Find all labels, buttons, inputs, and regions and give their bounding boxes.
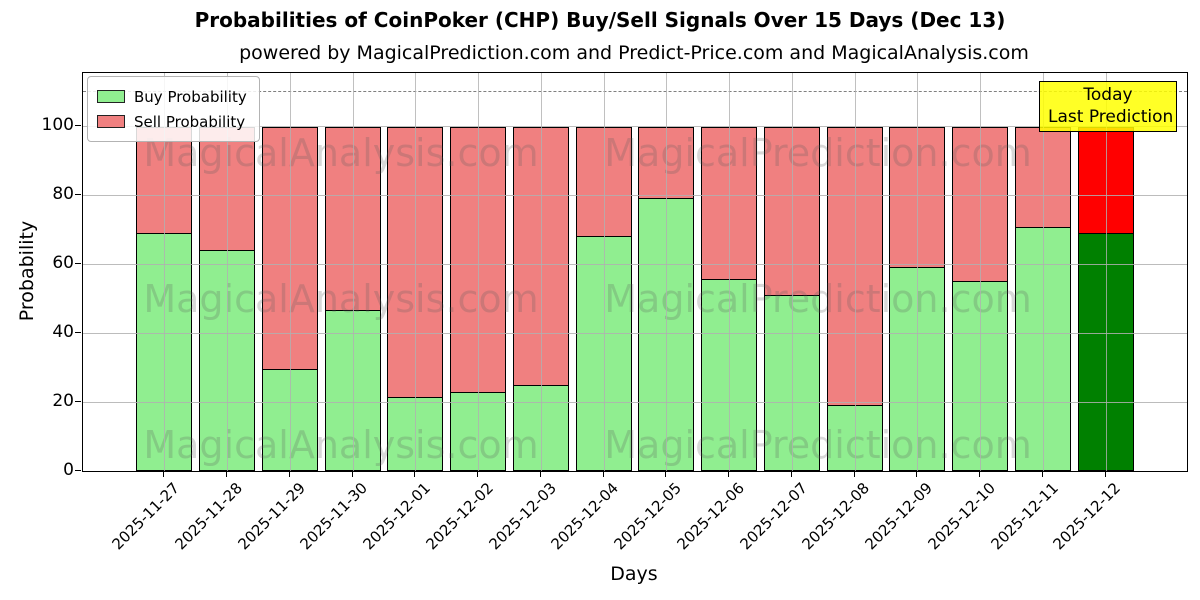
legend: Buy Probability Sell Probability — [87, 76, 260, 142]
chart-subtitle: powered by MagicalPrediction.com and Pre… — [239, 42, 1029, 64]
x-tick-mark — [163, 471, 165, 477]
today-annotation: Today Last Prediction — [1039, 81, 1177, 132]
y-tick-label: 80 — [52, 183, 74, 204]
v-gridline — [729, 73, 731, 471]
watermark-text: MagicalPrediction.com — [604, 131, 1032, 175]
legend-item-buy: Buy Probability — [97, 84, 247, 109]
v-gridline — [791, 73, 793, 471]
h-gridline — [83, 263, 1187, 265]
v-gridline — [854, 73, 856, 471]
v-gridline — [980, 73, 982, 471]
x-tick-mark — [351, 471, 353, 477]
x-tick-label: 2025-12-01 — [359, 479, 435, 554]
watermark-text: MagicalPrediction.com — [604, 277, 1032, 321]
legend-item-sell: Sell Probability — [97, 109, 247, 134]
chart-title: Probabilities of CoinPoker (CHP) Buy/Sel… — [194, 8, 1006, 32]
legend-label-buy: Buy Probability — [134, 87, 247, 106]
y-tick-mark — [75, 124, 81, 126]
legend-label-sell: Sell Probability — [134, 112, 246, 131]
watermark-text: MagicalAnalysis.com — [143, 423, 539, 467]
y-tick-label: 20 — [52, 390, 74, 411]
y-tick-label: 40 — [52, 321, 74, 342]
x-tick-mark — [665, 471, 667, 477]
x-tick-mark — [1041, 471, 1043, 477]
v-gridline — [917, 73, 919, 471]
y-tick-mark — [75, 331, 81, 333]
v-gridline — [478, 73, 480, 471]
x-tick-label: 2025-11-28 — [171, 479, 246, 554]
h-gridline — [83, 332, 1187, 334]
x-tick-mark — [979, 471, 981, 477]
x-tick-mark — [853, 471, 855, 477]
x-tick-label: 2025-12-02 — [422, 479, 497, 554]
h-gridline — [83, 125, 1187, 127]
x-tick-mark — [916, 471, 918, 477]
v-gridline — [666, 73, 668, 471]
x-tick-mark — [477, 471, 479, 477]
x-tick-mark — [728, 471, 730, 477]
y-tick-mark — [75, 193, 81, 195]
x-tick-mark — [1104, 471, 1106, 477]
x-tick-label: 2025-12-06 — [673, 479, 748, 554]
y-tick-label: 100 — [41, 114, 74, 135]
v-gridline — [289, 73, 291, 471]
x-tick-mark — [539, 471, 541, 477]
watermark-text: MagicalPrediction.com — [604, 423, 1032, 467]
v-gridline — [415, 73, 417, 471]
today-annotation-line2: Last Prediction — [1048, 107, 1174, 128]
watermark-text: MagicalAnalysis.com — [143, 277, 539, 321]
v-gridline — [227, 73, 229, 471]
y-tick-label: 0 — [63, 460, 74, 480]
v-gridline — [603, 73, 605, 471]
x-tick-mark — [288, 471, 290, 477]
buy-swatch — [97, 90, 125, 103]
v-gridline — [1042, 73, 1044, 471]
v-gridline — [540, 73, 542, 471]
x-tick-mark — [602, 471, 604, 477]
x-tick-label: 2025-12-09 — [861, 479, 937, 554]
x-tick-label: 2025-12-10 — [924, 479, 999, 554]
x-axis-title: Days — [610, 563, 658, 585]
dashed-upper-line — [83, 90, 1187, 92]
y-tick-mark — [75, 400, 81, 402]
v-gridline — [164, 73, 166, 471]
x-tick-mark — [790, 471, 792, 477]
h-gridline — [83, 401, 1187, 403]
x-tick-mark — [226, 471, 228, 477]
plot-area: Buy Probability Sell Probability Today L… — [82, 72, 1188, 472]
x-tick-label: 2025-11-27 — [108, 479, 184, 554]
sell-swatch — [97, 115, 125, 128]
x-tick-label: 2025-12-05 — [610, 479, 686, 554]
h-gridline — [83, 194, 1187, 196]
y-tick-label: 60 — [52, 252, 74, 273]
v-gridline — [1105, 73, 1107, 471]
y-tick-mark — [75, 470, 81, 471]
x-tick-mark — [414, 471, 416, 477]
y-tick-mark — [75, 262, 81, 264]
today-annotation-line1: Today — [1083, 85, 1133, 105]
v-gridline — [352, 73, 354, 471]
